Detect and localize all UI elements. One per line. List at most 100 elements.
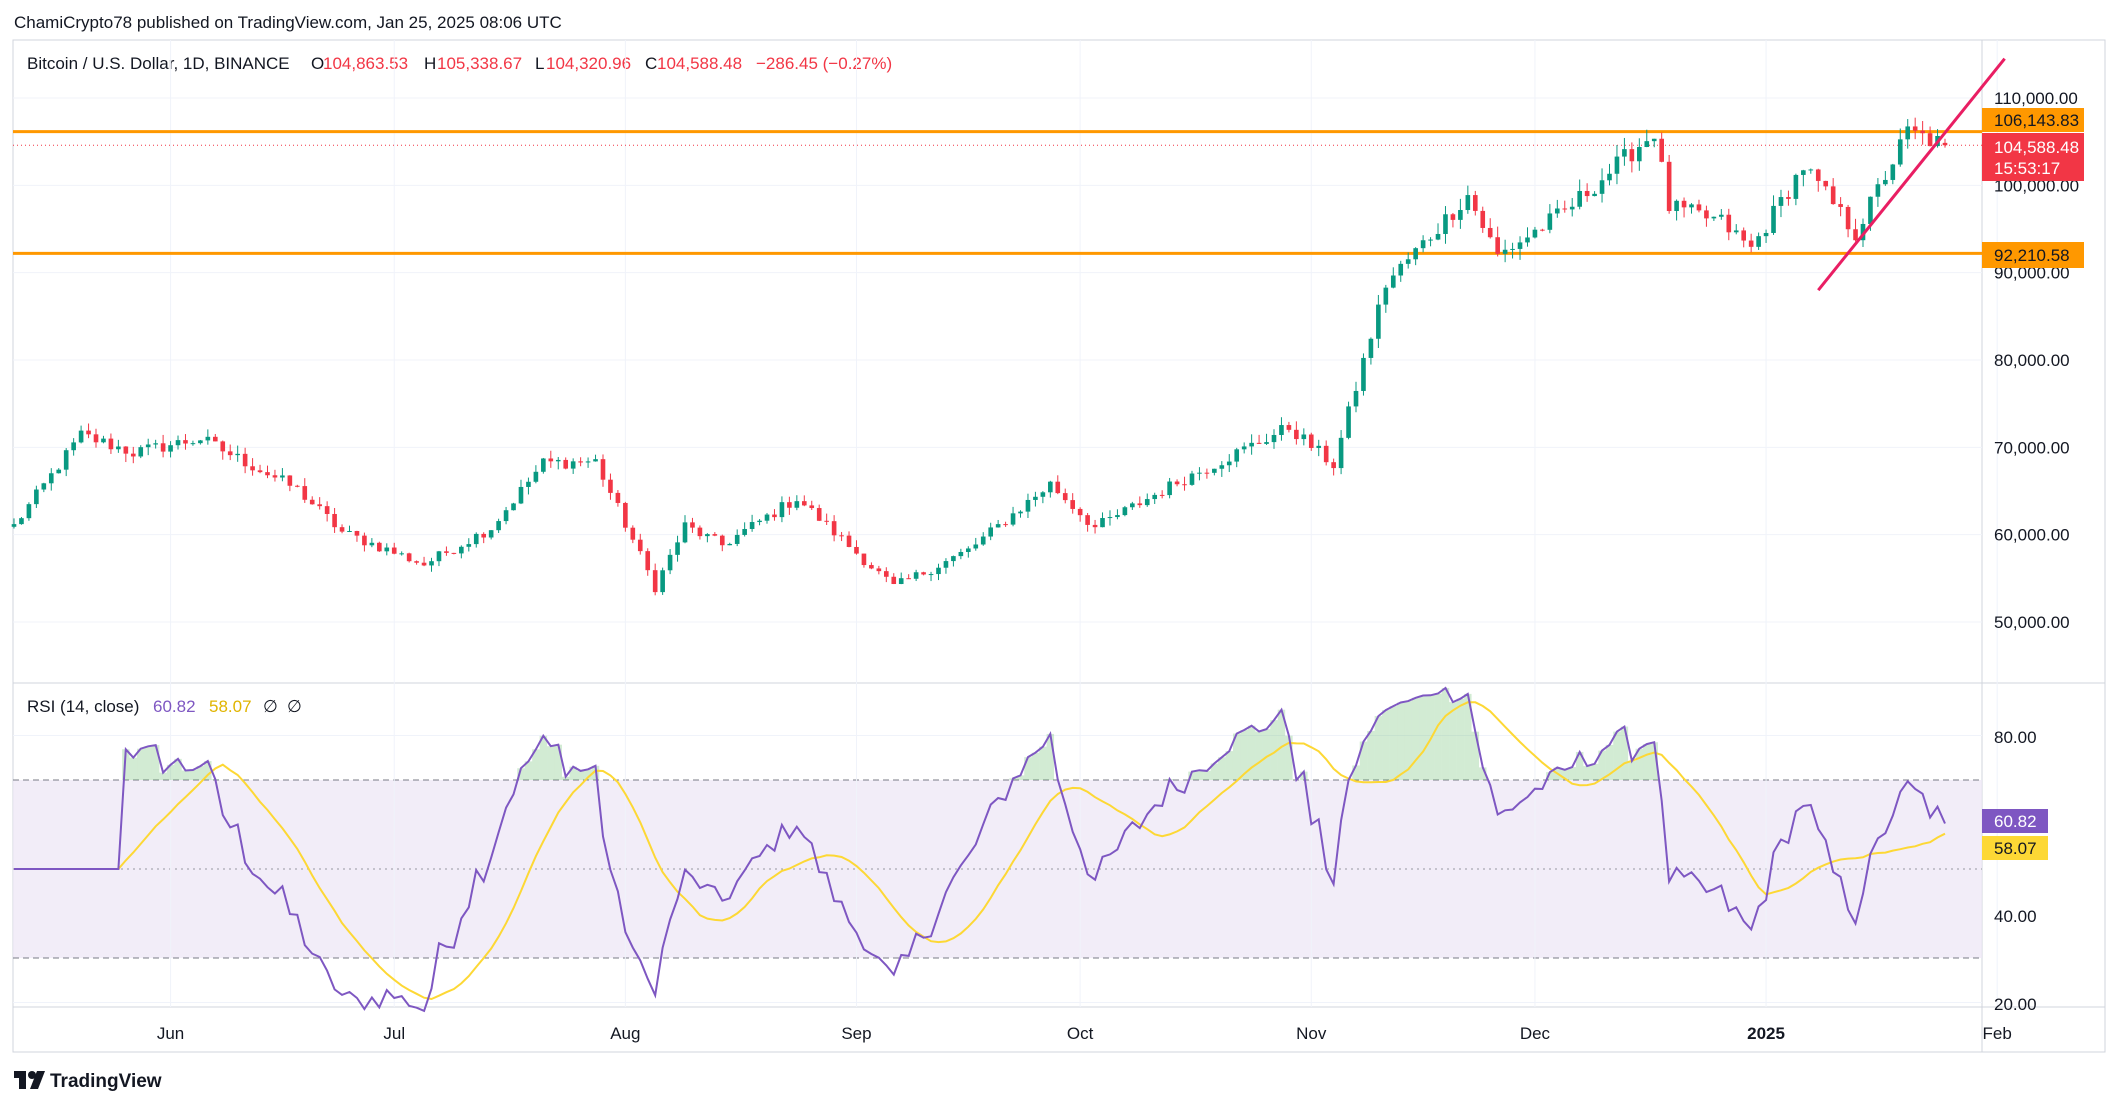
candle (41, 482, 47, 493)
candle (1495, 226, 1500, 257)
candle (719, 534, 725, 552)
candle-body (973, 544, 979, 549)
candle-body (1100, 518, 1105, 528)
trendline-segment[interactable] (1817, 57, 2006, 292)
candle-body (555, 459, 561, 462)
candle (1622, 137, 1627, 166)
candle-body (391, 547, 397, 554)
candle (1659, 132, 1664, 163)
candle (876, 565, 882, 575)
rsi-legend[interactable]: RSI (14, close) 60.82 58.07 ∅ ∅ (27, 697, 302, 716)
candle-body (153, 443, 158, 445)
candle-body (1517, 242, 1523, 249)
candle-body (41, 483, 47, 490)
candle (444, 546, 449, 556)
candle-body (682, 522, 688, 543)
rsi-scale[interactable]: 80.00 40.00 20.00 (1994, 728, 2037, 1014)
candle (1532, 226, 1538, 239)
candle-body (280, 475, 285, 478)
candle-body (921, 572, 926, 575)
candle (1808, 168, 1814, 174)
candle-body (369, 542, 375, 546)
candle (854, 540, 859, 555)
candle (354, 530, 360, 542)
candle-body (265, 472, 270, 476)
candle-body (801, 501, 807, 506)
candle (1465, 185, 1471, 214)
symbol-legend[interactable]: Bitcoin / U.S. Dollar, 1D, BINANCE O 104… (27, 54, 892, 73)
candle (1689, 203, 1694, 214)
candle (1368, 337, 1374, 365)
candle (1443, 206, 1448, 244)
candle-body (257, 470, 263, 473)
candle (287, 475, 293, 492)
candle (705, 533, 710, 543)
candle (183, 434, 188, 450)
candle (309, 496, 315, 505)
tradingview-logo-icon (14, 1071, 45, 1089)
candle (1704, 205, 1709, 227)
overbought-fill-segment (1471, 731, 1480, 780)
candle-body (1249, 442, 1254, 447)
candle-body (1033, 496, 1038, 500)
candle-body (183, 440, 188, 444)
candle (1786, 190, 1791, 206)
time-axis[interactable]: Jun Jul Aug Sep Oct Nov Dec 2025 Feb (157, 1024, 2012, 1043)
overbought-fill-segment (1277, 709, 1286, 780)
candle-body (608, 479, 613, 493)
candle (1018, 510, 1023, 518)
candle-body (1376, 304, 1381, 339)
candle (1420, 235, 1426, 253)
candle (1115, 509, 1120, 520)
candle (727, 542, 733, 546)
candle-body (869, 565, 874, 569)
candle-body (637, 539, 643, 552)
candle (898, 572, 904, 585)
candle (1845, 204, 1851, 238)
candle-body (898, 578, 904, 585)
candle-body (101, 438, 106, 443)
candle-body (1338, 437, 1344, 469)
candle (436, 550, 442, 567)
candle (1547, 204, 1553, 234)
candle (317, 497, 322, 510)
overbought-fill-segment (1434, 693, 1442, 780)
candle-body (958, 551, 964, 557)
candle (1748, 233, 1754, 253)
high-value: 105,338.67 (437, 54, 522, 73)
candle-body (630, 527, 636, 540)
candle-body (34, 489, 39, 505)
candle (86, 423, 91, 439)
tradingview-logo[interactable]: TradingView (14, 1071, 162, 1092)
candle (101, 435, 106, 444)
candle (1308, 432, 1314, 451)
candle (1256, 434, 1262, 444)
candle (511, 502, 516, 511)
candle (958, 548, 964, 560)
candle-body (1048, 481, 1053, 493)
candle-body (1719, 214, 1724, 217)
candle-body (309, 499, 315, 505)
candle-body (354, 530, 360, 536)
candle-body (1323, 445, 1329, 463)
candle (1823, 180, 1829, 191)
candle (1353, 381, 1359, 413)
candle (48, 468, 54, 491)
candle-body (861, 553, 867, 566)
candle (1197, 467, 1202, 481)
horizontal-levels[interactable] (13, 130, 1982, 255)
svg-text:60.82: 60.82 (1994, 812, 2037, 831)
candle (1510, 242, 1515, 259)
candle-body (399, 553, 405, 555)
rsi-extra-2: ∅ (287, 697, 302, 716)
candle-body (1659, 138, 1664, 162)
candle (1144, 493, 1150, 507)
candle-body (272, 475, 278, 478)
price-scale[interactable]: 110,000.00 100,000.00 90,000.00 80,000.00 70… (1994, 89, 2079, 632)
trendline[interactable] (1817, 57, 2006, 292)
candle (690, 517, 695, 533)
candle-body (757, 520, 762, 523)
candle (473, 532, 479, 548)
candle-body (943, 561, 949, 568)
